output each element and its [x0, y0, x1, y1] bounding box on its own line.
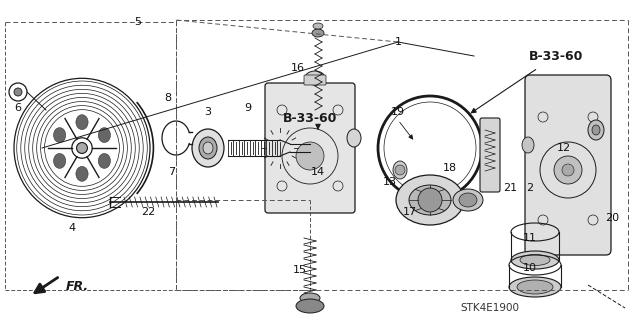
- Ellipse shape: [300, 293, 320, 303]
- Ellipse shape: [192, 129, 224, 167]
- Text: 14: 14: [311, 167, 325, 177]
- Text: 5: 5: [134, 17, 141, 27]
- Text: STK4E1900: STK4E1900: [461, 303, 520, 313]
- Ellipse shape: [76, 167, 88, 181]
- Ellipse shape: [273, 140, 287, 156]
- Text: 11: 11: [523, 233, 537, 243]
- Ellipse shape: [409, 185, 451, 215]
- Text: B-33-60: B-33-60: [529, 49, 583, 63]
- Text: 20: 20: [605, 213, 619, 223]
- Ellipse shape: [396, 175, 464, 225]
- Circle shape: [14, 88, 22, 96]
- FancyBboxPatch shape: [525, 75, 611, 255]
- Text: 6: 6: [15, 103, 22, 113]
- Text: 17: 17: [403, 207, 417, 217]
- Ellipse shape: [509, 277, 561, 297]
- Text: 12: 12: [557, 143, 571, 153]
- Ellipse shape: [459, 193, 477, 207]
- Circle shape: [562, 164, 574, 176]
- Ellipse shape: [522, 137, 534, 153]
- Text: 21: 21: [503, 183, 517, 193]
- Text: 10: 10: [523, 263, 537, 273]
- Text: 9: 9: [244, 103, 252, 113]
- Ellipse shape: [517, 280, 553, 294]
- Ellipse shape: [393, 161, 407, 179]
- Ellipse shape: [592, 125, 600, 135]
- FancyBboxPatch shape: [480, 118, 500, 192]
- Text: 4: 4: [68, 223, 76, 233]
- Ellipse shape: [203, 142, 213, 154]
- Circle shape: [395, 165, 405, 175]
- Ellipse shape: [76, 115, 88, 130]
- Ellipse shape: [54, 153, 66, 168]
- Text: 22: 22: [141, 207, 155, 217]
- Text: 1: 1: [394, 37, 401, 47]
- Ellipse shape: [588, 120, 604, 140]
- Ellipse shape: [347, 129, 361, 147]
- Ellipse shape: [77, 143, 88, 153]
- Text: 7: 7: [168, 167, 175, 177]
- Text: 8: 8: [164, 93, 172, 103]
- Ellipse shape: [520, 255, 550, 265]
- Ellipse shape: [266, 131, 294, 165]
- Circle shape: [418, 188, 442, 212]
- Ellipse shape: [313, 23, 323, 29]
- Text: 19: 19: [391, 107, 405, 117]
- FancyBboxPatch shape: [304, 75, 326, 85]
- Text: B-33-60: B-33-60: [283, 112, 337, 124]
- FancyBboxPatch shape: [265, 83, 355, 213]
- Ellipse shape: [99, 128, 111, 143]
- Ellipse shape: [312, 29, 324, 37]
- Ellipse shape: [511, 251, 559, 269]
- Ellipse shape: [453, 189, 483, 211]
- Circle shape: [296, 142, 324, 170]
- Circle shape: [554, 156, 582, 184]
- Ellipse shape: [199, 137, 217, 159]
- Ellipse shape: [296, 299, 324, 313]
- Text: 2: 2: [527, 183, 534, 193]
- Text: 16: 16: [291, 63, 305, 73]
- Text: FR.: FR.: [66, 279, 89, 293]
- Ellipse shape: [305, 71, 325, 85]
- Text: 18: 18: [443, 163, 457, 173]
- Ellipse shape: [99, 153, 111, 168]
- Text: 15: 15: [293, 265, 307, 275]
- Ellipse shape: [54, 128, 66, 143]
- Text: 3: 3: [205, 107, 211, 117]
- Text: 13: 13: [383, 177, 397, 187]
